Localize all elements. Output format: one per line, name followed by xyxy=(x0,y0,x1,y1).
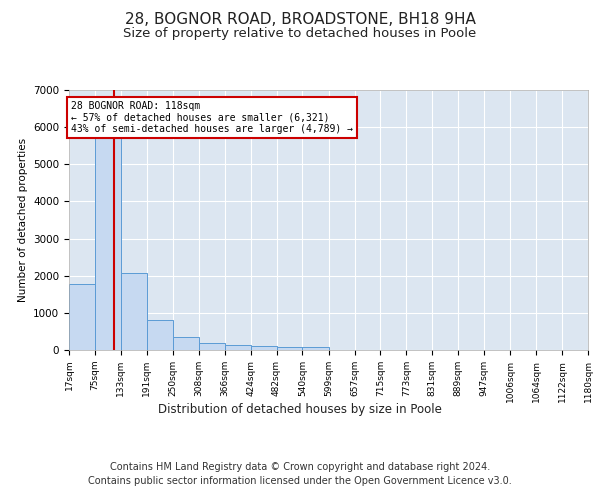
Text: Size of property relative to detached houses in Poole: Size of property relative to detached ho… xyxy=(124,28,476,40)
Bar xyxy=(251,346,277,350)
Bar xyxy=(146,320,173,350)
Bar xyxy=(69,284,95,350)
Bar xyxy=(225,345,251,350)
Bar xyxy=(173,338,199,350)
Y-axis label: Number of detached properties: Number of detached properties xyxy=(17,138,28,302)
Text: Contains public sector information licensed under the Open Government Licence v3: Contains public sector information licen… xyxy=(88,476,512,486)
Bar xyxy=(199,343,225,350)
Text: Distribution of detached houses by size in Poole: Distribution of detached houses by size … xyxy=(158,402,442,415)
Bar xyxy=(121,274,146,350)
Bar xyxy=(277,346,302,350)
Bar xyxy=(95,136,121,350)
Text: 28, BOGNOR ROAD, BROADSTONE, BH18 9HA: 28, BOGNOR ROAD, BROADSTONE, BH18 9HA xyxy=(125,12,475,28)
Text: 28 BOGNOR ROAD: 118sqm
← 57% of detached houses are smaller (6,321)
43% of semi-: 28 BOGNOR ROAD: 118sqm ← 57% of detached… xyxy=(71,101,353,134)
Text: Contains HM Land Registry data © Crown copyright and database right 2024.: Contains HM Land Registry data © Crown c… xyxy=(110,462,490,472)
Bar xyxy=(302,347,329,350)
